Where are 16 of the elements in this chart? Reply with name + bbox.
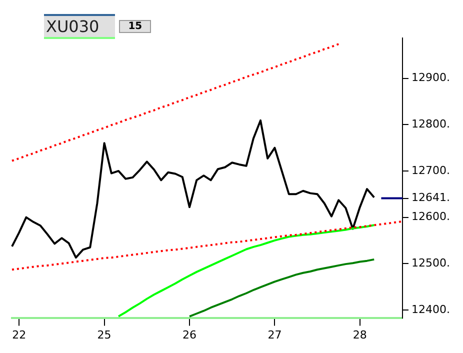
y-tick-label: 12900. — [412, 71, 450, 84]
line-series — [11, 220, 404, 271]
line-series — [11, 43, 340, 162]
y-tick-label: 12500. — [412, 256, 450, 270]
y-tick-label: 12600. — [412, 210, 450, 224]
chart-subtitle: 15 — [119, 20, 152, 33]
x-tick-label: 27 — [268, 328, 282, 342]
y-tick-label: 12400. — [412, 302, 450, 316]
x-tick-label: 25 — [97, 328, 112, 342]
x-tick-label: 26 — [182, 328, 197, 342]
y-tick-label: 12700. — [412, 164, 450, 177]
x-tick-label: 28 — [352, 328, 367, 342]
x-tick-label: 22 — [12, 328, 26, 342]
chart-title: XU030 — [44, 14, 116, 39]
y-tick-label: 12641. — [412, 191, 450, 204]
y-tick-label: 12800. — [412, 117, 450, 130]
